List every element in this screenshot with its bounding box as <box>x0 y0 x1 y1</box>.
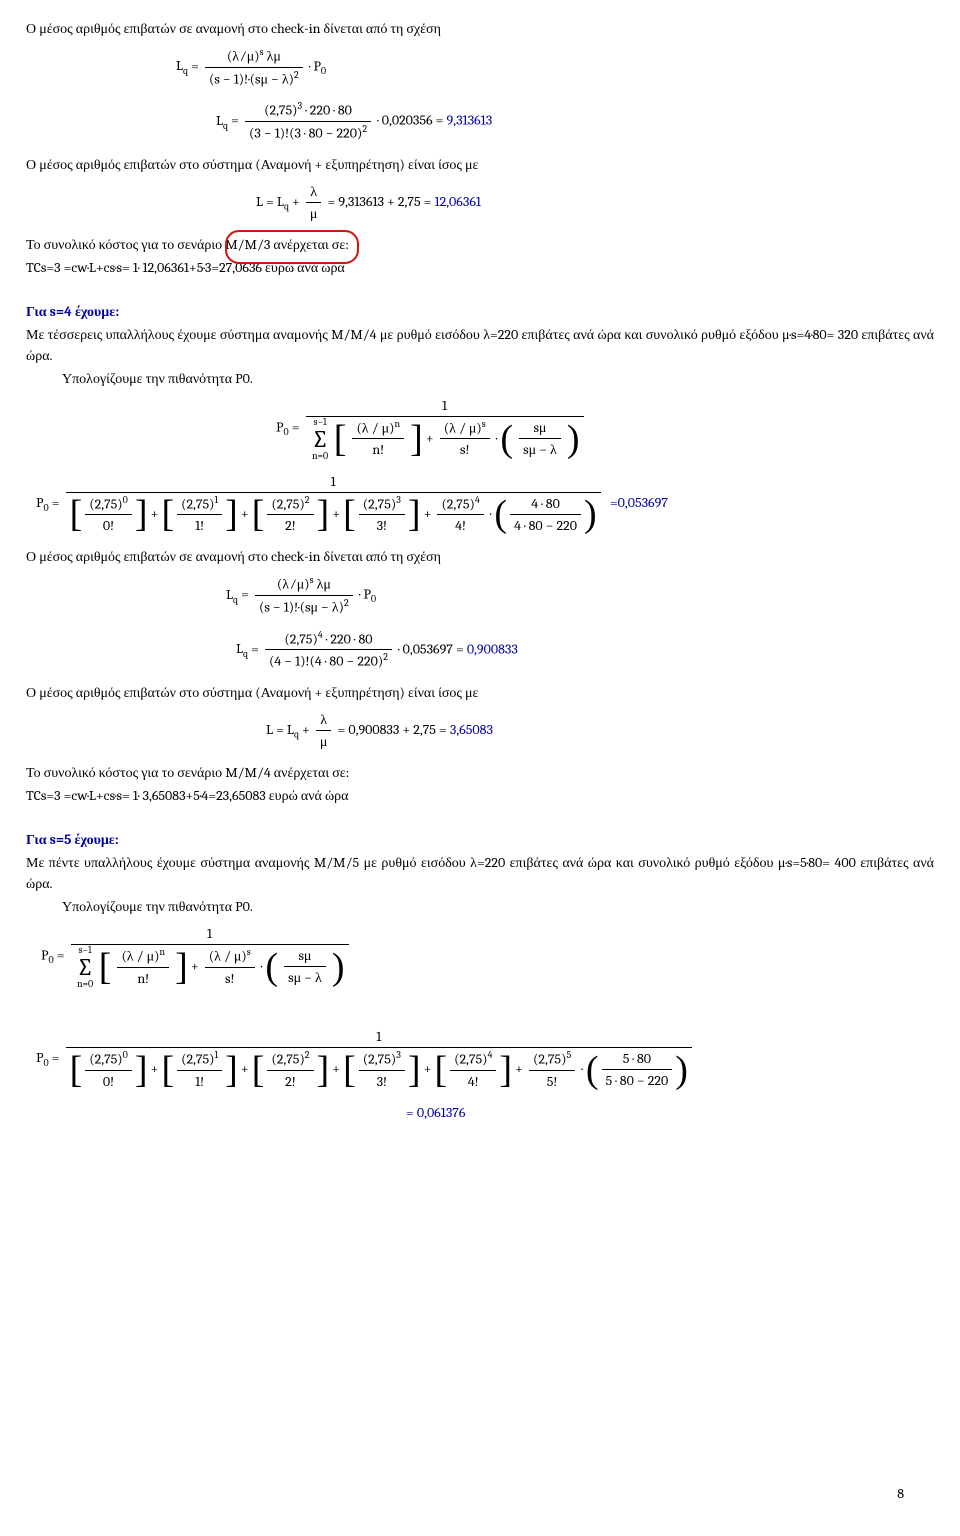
para-1: Ο μέσος αριθμός επιβατών σε αναμονή στο … <box>26 18 934 39</box>
para-p0-4: Υπολογίζουμε την πιθανότητα P0. <box>26 368 934 389</box>
formula-l-3: L = Lq + λμ = 9,313613 + 2,75 = 12,06361 <box>26 181 934 224</box>
para-p0-5: Υπολογίζουμε την πιθανότητα P0. <box>26 896 934 917</box>
formula-l-4: L = Lq + λμ = 0,900833 + 2,75 = 3,65083 <box>26 709 934 752</box>
para-s4: Με τέσσερεις υπαλλήλους έχουμε σύστημα α… <box>26 324 934 366</box>
formula-lq-general-2: Lq = (λ⁄μ)s λμ (s − 1)!·(sμ − λ)2 · P0 <box>26 573 934 617</box>
tc-line-4: TCs=3 =cw·L+cs·s= 1· 3,65083+5·4=23,6508… <box>26 785 934 806</box>
tc-line-3: TCs=3 =cw·L+cs·s= 1· 12,06361+5·3=27,063… <box>26 257 934 278</box>
page-number: 8 <box>897 1483 904 1504</box>
para-system-4: Ο μέσος αριθμός επιβατών στο σύστημα (Αν… <box>26 682 934 703</box>
formula-p0-general-5: P0 = 1 s−1∑n=0 [ (λ / μ)nn! ] + (λ / μ)s… <box>26 923 934 989</box>
para-cost-4: Το συνολικό κόστος για το σενάριο M/M/4 … <box>26 762 934 783</box>
para-2: Ο μέσος αριθμός επιβατών στο σύστημα (Αν… <box>26 154 934 175</box>
formula-p0-5: P0 = 1 [(2,75)00!] + [(2,75)11!] + [(2,7… <box>26 1026 934 1092</box>
formula-p0-general-4: P0 = 1 s−1∑n=0 [ (λ / μ)nn! ] + (λ / μ)s… <box>26 395 934 461</box>
para-lq-4: Ο μέσος αριθμός επιβατών σε αναμονή στο … <box>26 546 934 567</box>
formula-lq-3: Lq = (2,75)3 · 220 · 80 (3 − 1)!(3 · 80 … <box>26 99 934 143</box>
formula-p0-4: P0 = 1 [(2,75)00!] + [(2,75)11!] + [(2,7… <box>26 471 934 537</box>
lq-label: Lq <box>176 57 188 74</box>
formula-lq-4: Lq = (2,75)4 · 220 · 80 (4 − 1)!(4 · 80 … <box>26 628 934 672</box>
heading-s5: Για s=5 έχουμε: <box>26 829 934 850</box>
para-cost-3: Το συνολικό κόστος για το σενάριο M/M/3 … <box>26 234 934 255</box>
formula-p0-5-result: = 0,061376 <box>26 1102 934 1123</box>
para-s5: Με πέντε υπαλλήλους έχουμε σύστημα αναμο… <box>26 852 934 894</box>
formula-lq-general: Lq = (λ⁄μ)s λμ (s − 1)!·(sμ − λ)2 · P0 <box>26 45 934 89</box>
heading-s4: Για s=4 έχουμε: <box>26 301 934 322</box>
page-content: Ο μέσος αριθμός επιβατών σε αναμονή στο … <box>26 18 934 1518</box>
